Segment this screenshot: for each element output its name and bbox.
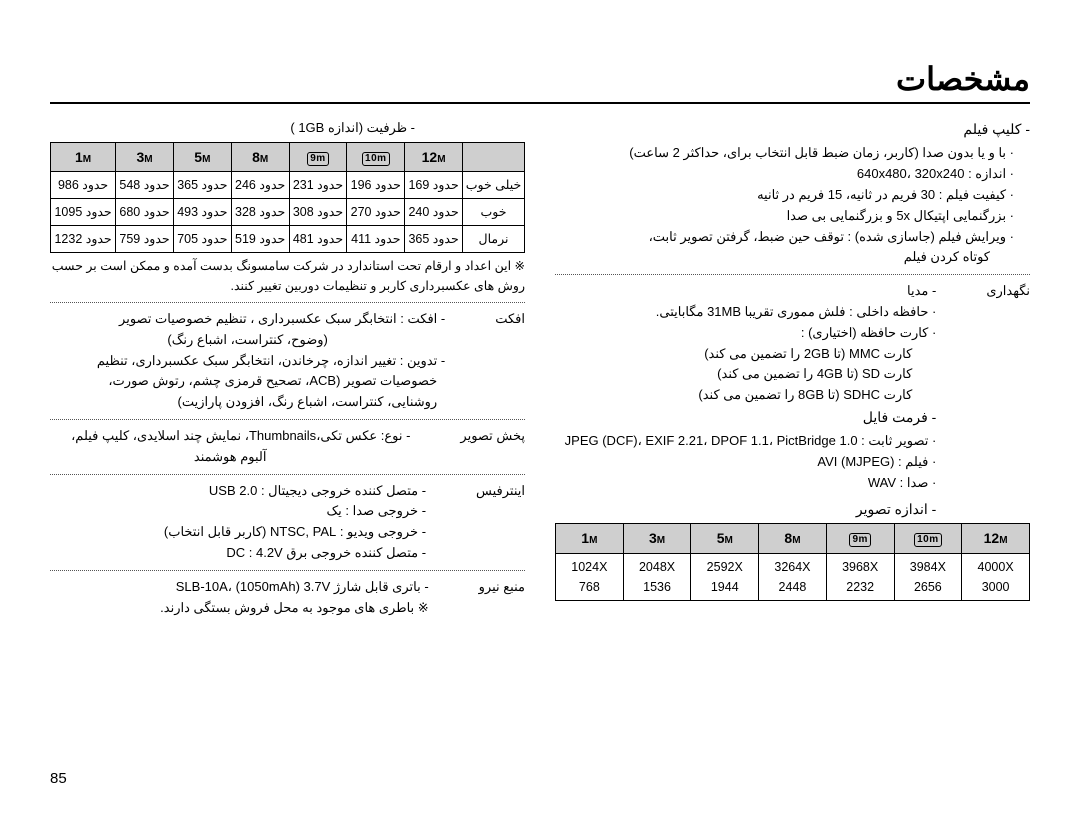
list-item: · بزرگنمایی اپتیکال 5x و بزرگنمایی بی صد… xyxy=(555,206,1014,227)
list-item: · ویرایش فیلم (جاسازی شده) : توقف حین ضب… xyxy=(555,227,1014,248)
list-item: · کیفیت فیلم : 30 فریم در ثانیه، 15 فریم… xyxy=(555,185,1014,206)
list-item: - خروجی صدا : یک xyxy=(50,501,426,522)
page-number: 85 xyxy=(50,770,67,787)
list-storage: · حافظه داخلی : فلش مموری تقریبا 31MB مگ… xyxy=(555,302,936,406)
list-item: · فیلم : AVI (MJPEG) xyxy=(555,452,936,473)
divider xyxy=(50,419,525,420)
list-interface: - متصل کننده خروجی دیجیتال : USB 2.0 - خ… xyxy=(50,481,426,564)
list-item: کوتاه کردن فیلم xyxy=(555,247,1014,268)
list-item: خصوصیات تصویر (ACB، تصحیح قرمزی چشم، رتو… xyxy=(50,371,445,392)
column-right: - کلیپ فیلم · با و یا بدون صدا (کاربر، ز… xyxy=(555,118,1030,785)
capacity-note: ※ این اعداد و ارقام تحت استاندارد در شرک… xyxy=(50,257,525,296)
list-item: · حافظه داخلی : فلش مموری تقریبا 31MB مگ… xyxy=(555,302,936,323)
heading-image-size: - اندازه تصویر xyxy=(555,498,936,520)
image-size-table: 1M 3M 5M 8M 9m 10m 12M 1024X768 2048X153… xyxy=(555,523,1030,600)
list-item: روشنایی، کنتراست، اشباع رنگ، افزودن پارا… xyxy=(50,392,445,413)
list-effect: - افکت : انتخابگر سبک عکسبرداری ، تنظیم … xyxy=(50,309,445,413)
list-item: آلبوم هوشمند xyxy=(50,447,410,468)
list-format: · تصویر ثابت : JPEG (DCF)، EXIF 2.21، DP… xyxy=(555,431,936,493)
list-item: - متصل کننده خروجی دیجیتال : USB 2.0 xyxy=(50,481,426,502)
heading-capacity: - ظرفیت (اندازه 1GB ) xyxy=(50,118,525,139)
list-item: - متصل کننده خروجی برق DC : 4.2V xyxy=(50,543,426,564)
list-item: - خروجی ویدیو : NTSC, PAL (کاربر قابل ان… xyxy=(50,522,426,543)
divider xyxy=(50,474,525,475)
label-playback: پخش تصویر xyxy=(460,426,525,447)
label-power: منبع نیرو xyxy=(479,577,525,598)
list-item: · کارت حافظه (اختیاری) : xyxy=(555,323,936,344)
list-item: - افکت : انتخابگر سبک عکسبرداری ، تنظیم … xyxy=(50,309,445,330)
label-effect: افکت xyxy=(495,309,525,330)
column-left: - ظرفیت (اندازه 1GB ) 12M 10m 9m 8M 5M 3… xyxy=(50,118,525,785)
list-item: کارت SDHC (تا 8GB را تضمین می کند) xyxy=(555,385,936,406)
list-power: - باتری قابل شارژ SLB-10A، (1050mAh) 3.7… xyxy=(50,577,429,619)
heading-clip: - کلیپ فیلم xyxy=(555,118,1030,140)
divider xyxy=(50,302,525,303)
list-item: کارت SD (تا 4GB را تضمین می کند) xyxy=(555,364,936,385)
label-interface: اینترفیس xyxy=(476,481,525,502)
list-item: ※ باطری های موجود به محل فروش بستگی دارن… xyxy=(50,598,429,619)
list-item: · با و یا بدون صدا (کاربر، زمان ضبط قابل… xyxy=(555,143,1014,164)
list-playback: - نوع: عکس تکی،Thumbnails، نمایش چند اسل… xyxy=(50,426,410,468)
label-storage: نگهداری xyxy=(986,281,1030,302)
list-item: (وضوح، کنتراست، اشباع رنگ) xyxy=(50,330,445,351)
heading-media: - مدیا xyxy=(555,281,936,302)
list-item: - تدوین : تغییر اندازه، چرخاندن، انتخابگ… xyxy=(50,351,445,372)
list-item: · تصویر ثابت : JPEG (DCF)، EXIF 2.21، DP… xyxy=(555,431,936,452)
list-clip: · با و یا بدون صدا (کاربر، زمان ضبط قابل… xyxy=(555,143,1030,268)
list-item: · صدا : WAV xyxy=(555,473,936,494)
divider xyxy=(50,570,525,571)
list-item: · اندازه : 640x480، 320x240 xyxy=(555,164,1014,185)
heading-format: - فرمت فایل xyxy=(555,406,936,428)
list-item: - باتری قابل شارژ SLB-10A، (1050mAh) 3.7… xyxy=(50,577,429,598)
divider xyxy=(555,274,1030,275)
page-title: مشخصات xyxy=(50,60,1030,104)
capacity-table: 12M 10m 9m 8M 5M 3M 1M خیلی خوب حدود 169… xyxy=(50,142,525,253)
list-item: کارت MMC (تا 2GB را تضمین می کند) xyxy=(555,344,936,365)
list-item: - نوع: عکس تکی،Thumbnails، نمایش چند اسل… xyxy=(50,426,410,447)
